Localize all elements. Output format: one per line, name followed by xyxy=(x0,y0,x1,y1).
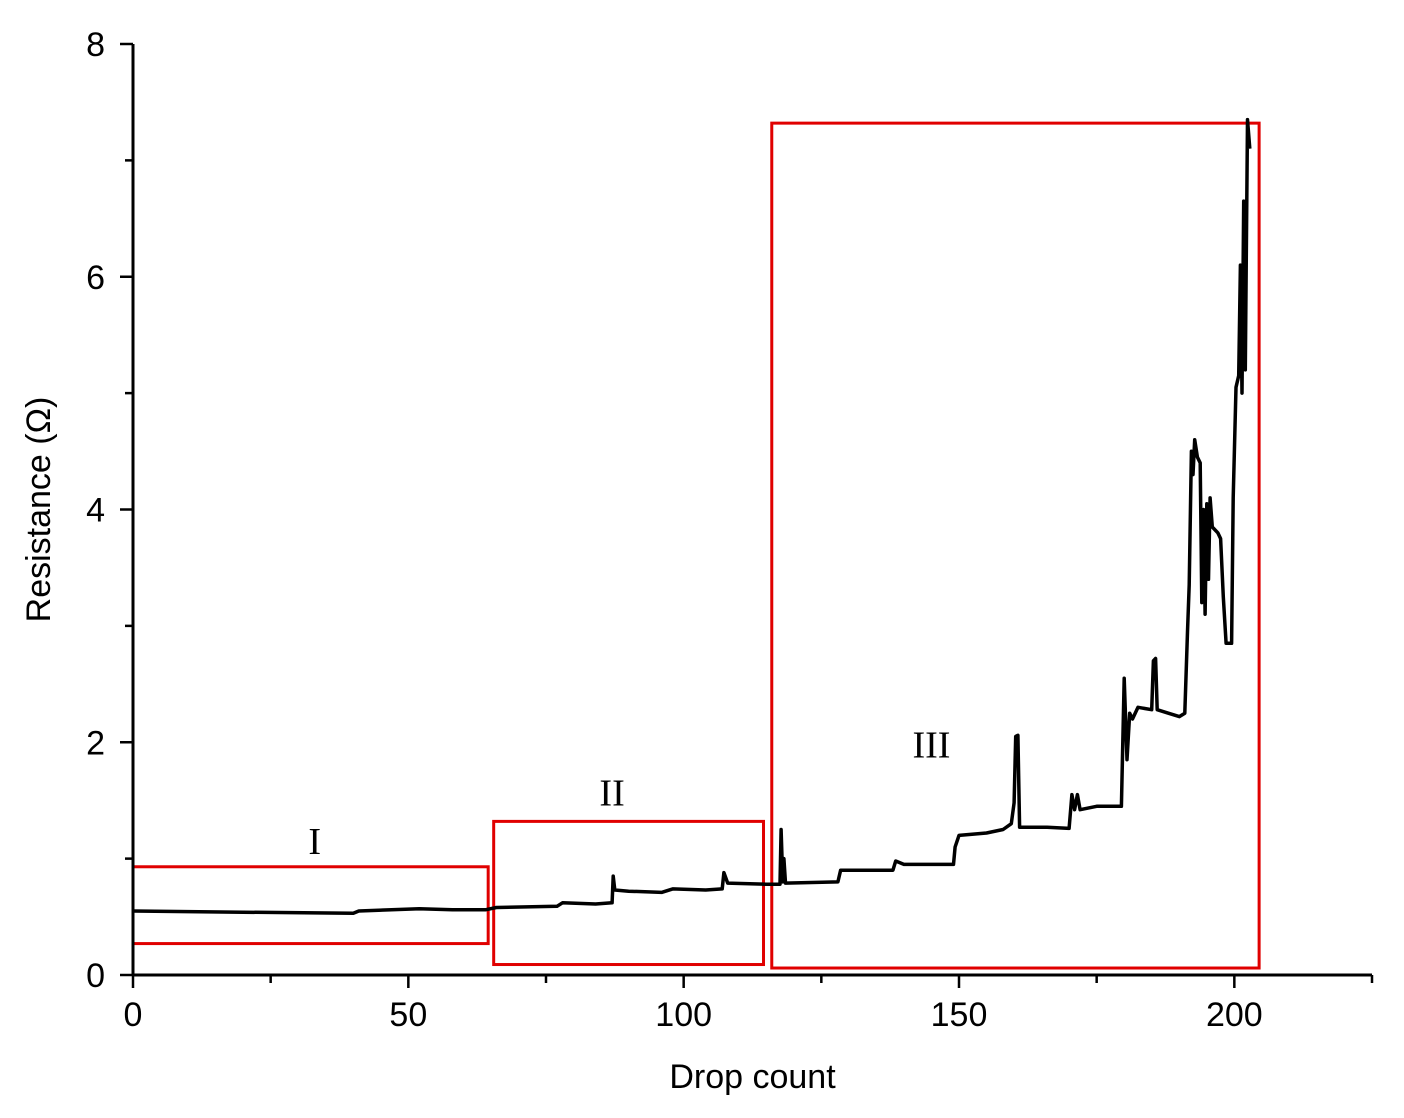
region-label-1: I xyxy=(308,821,321,863)
series-line-1 xyxy=(132,117,1252,916)
y-tick-label: 4 xyxy=(86,492,105,530)
series-layer xyxy=(132,117,1252,916)
axes-layer: 0 50 100 150 200 0 2 4 6 8 xyxy=(86,26,1374,1034)
x-tick-label: 100 xyxy=(655,996,712,1034)
region-label-2: II xyxy=(599,772,624,814)
x-axis-title: Drop count xyxy=(669,1058,836,1096)
x-tick-label: 50 xyxy=(389,996,427,1034)
y-tick-label: 2 xyxy=(86,724,105,762)
region-box-3 xyxy=(770,121,1261,970)
region-box-1 xyxy=(131,865,490,946)
y-tick-label: 8 xyxy=(86,26,105,64)
x-tick-label: 0 xyxy=(124,996,143,1034)
y-tick-label: 0 xyxy=(86,957,105,995)
y-axis-title: Resistance (Ω) xyxy=(20,397,58,623)
x-tick-label: 150 xyxy=(931,996,988,1034)
x-tick-label: 200 xyxy=(1206,996,1263,1034)
region-label-3: III xyxy=(912,725,950,767)
y-tick-label: 6 xyxy=(86,259,105,297)
region-box-2 xyxy=(492,819,766,967)
